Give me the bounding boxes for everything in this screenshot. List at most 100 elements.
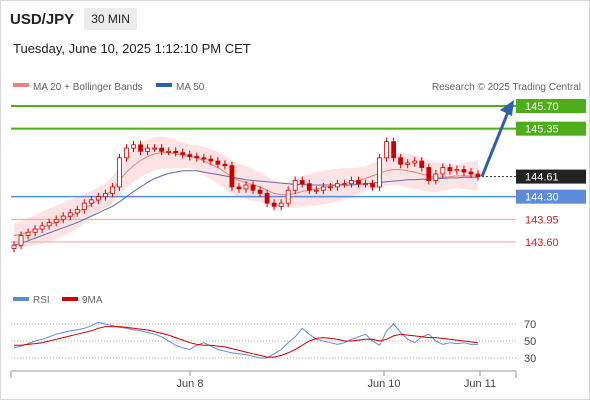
last-price-label: 144.61 — [525, 172, 559, 184]
candle-body — [53, 218, 59, 223]
projection-arrow-line — [480, 111, 510, 178]
candle-body — [81, 202, 87, 211]
candle-body — [95, 196, 101, 201]
rsi-ma9-line — [14, 326, 479, 358]
candle-body — [363, 183, 368, 186]
candle-body — [131, 144, 136, 149]
candle-body — [468, 171, 474, 175]
ma50-legend-swatch — [156, 83, 172, 87]
candle-body — [334, 183, 340, 188]
candle-body — [440, 167, 446, 175]
level-label-145.70: 145.70 — [525, 101, 559, 113]
candle-body — [110, 186, 115, 194]
ma20-legend-swatch — [13, 83, 29, 87]
candle-body — [236, 186, 242, 190]
candle-body — [306, 183, 312, 191]
candle-body — [370, 183, 375, 188]
candle-body — [201, 157, 207, 160]
candle-body — [18, 235, 24, 246]
candle-body — [320, 186, 326, 191]
candle-body — [159, 147, 165, 152]
candle-body — [67, 212, 73, 217]
chart-header: USD/JPY 30 MIN — [10, 8, 137, 30]
level-labels: 145.70 145.35 144.61 144.30 143.95 143.60 — [516, 99, 586, 249]
level-label-145.35: 145.35 — [525, 124, 559, 136]
ma50-line — [13, 170, 478, 246]
candle-body — [25, 231, 31, 236]
candle-body — [349, 180, 354, 185]
ma9-legend-label: 9MA — [82, 295, 103, 306]
candle-body — [447, 167, 453, 172]
rsi-tick-50: 50 — [524, 336, 536, 348]
timestamp-label: Tuesday, June 10, 2025 1:12:10 PM CET — [13, 41, 251, 56]
candle-body — [398, 157, 404, 165]
level-label-144.30: 144.30 — [525, 192, 559, 204]
last-price-tag — [516, 169, 586, 184]
candle-body — [257, 189, 263, 194]
candle-body — [299, 180, 305, 185]
candle-body — [187, 154, 193, 157]
projection-arrow — [480, 100, 514, 178]
candle-body — [124, 147, 129, 159]
candle-body — [215, 160, 221, 165]
rsi-tick-70: 70 — [524, 319, 536, 331]
level-label-143.60: 143.60 — [525, 237, 559, 249]
candle-body — [60, 215, 66, 220]
level-tag-145.35 — [516, 121, 586, 136]
candle-body — [166, 150, 172, 153]
rsi-legend-label: RSI — [33, 295, 50, 306]
rsi-panel: 30 50 70 — [11, 319, 536, 365]
candle-body — [152, 147, 158, 150]
ma9-legend-swatch — [62, 297, 78, 301]
candle-body — [475, 173, 481, 177]
level-tag-145.70 — [516, 99, 586, 113]
x-tick-label: Jun 10 — [367, 378, 400, 390]
symbol-label: USD/JPY — [10, 10, 75, 28]
candle-body — [285, 189, 291, 204]
candle-body — [250, 184, 256, 191]
candle-body — [32, 228, 38, 233]
price-levels — [11, 105, 516, 243]
candle-body — [102, 193, 108, 198]
candle-body — [461, 169, 467, 173]
candle-body — [229, 165, 235, 188]
candle-body — [313, 189, 319, 192]
candle-body — [145, 147, 150, 152]
level-tag-144.30 — [516, 189, 586, 204]
candle-body — [11, 244, 17, 249]
candle-body — [194, 156, 200, 159]
candle-body — [412, 160, 418, 164]
timeframe-button[interactable]: 30 MIN — [84, 8, 137, 30]
candle-body — [433, 173, 439, 181]
candle-body — [243, 184, 249, 190]
candle-body — [377, 157, 382, 188]
x-tick-label: Jun 8 — [177, 378, 204, 390]
candle-body — [222, 163, 228, 166]
projection-arrow-head — [500, 100, 514, 116]
ma20-legend-label: MA 20 + Bollinger Bands — [33, 82, 143, 93]
candle-body — [264, 193, 270, 204]
x-axis: Jun 8 Jun 10 Jun 11 — [10, 370, 517, 390]
rsi-line — [13, 321, 478, 359]
candle-body — [39, 225, 45, 230]
candle-body — [180, 152, 186, 155]
candle-body — [271, 202, 277, 207]
candle-body — [327, 186, 333, 189]
rsi-tick-30: 30 — [524, 353, 536, 365]
candle-body — [138, 144, 143, 152]
ma50-legend-label: MA 50 — [176, 82, 205, 93]
candle-body — [384, 141, 390, 159]
candle-body — [46, 222, 52, 227]
level-label-143.95: 143.95 — [525, 214, 559, 226]
credit-label: Research © 2025 Trading Central — [432, 82, 581, 93]
candle-body — [356, 180, 361, 185]
candle-body — [391, 141, 397, 159]
candle-body — [419, 160, 425, 168]
candle-body — [173, 150, 179, 154]
candle-body — [88, 199, 94, 204]
x-tick-label: Jun 11 — [464, 378, 496, 390]
candles — [11, 137, 481, 253]
candle-body — [342, 183, 347, 186]
candle-body — [426, 167, 432, 181]
